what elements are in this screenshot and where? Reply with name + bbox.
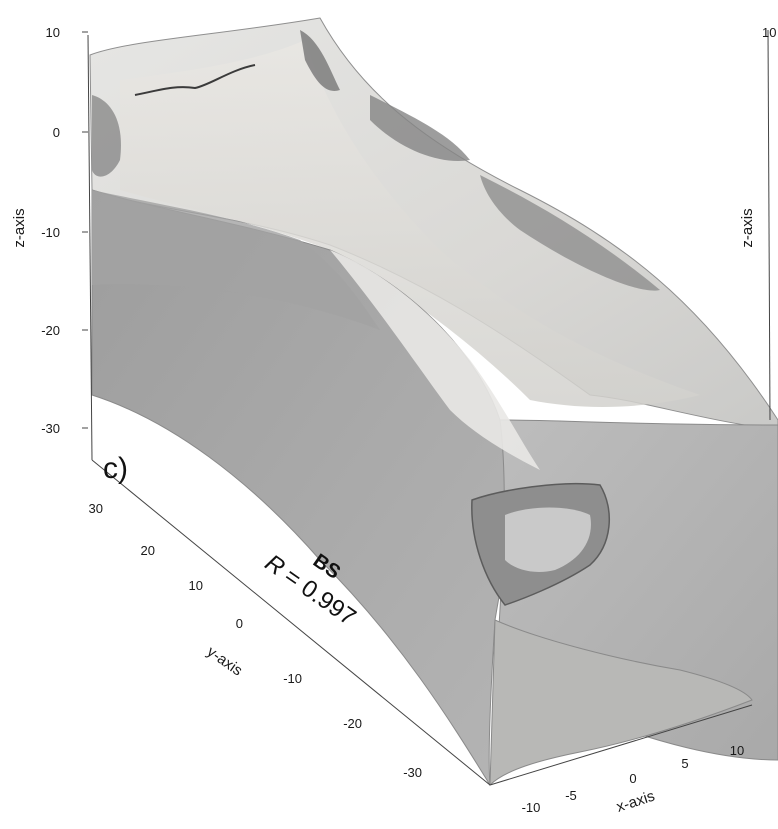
x-tick-label: 10 bbox=[730, 743, 744, 758]
y-axis-line bbox=[91, 459, 491, 786]
y-tick-label: -10 bbox=[283, 671, 302, 686]
surface-dark-patch bbox=[300, 30, 340, 91]
y-tick-label: 20 bbox=[141, 543, 155, 558]
axes bbox=[87, 29, 771, 786]
x-tick-label: 5 bbox=[681, 756, 688, 771]
z-tick-label: -20 bbox=[41, 323, 60, 338]
surface-dark-patch bbox=[480, 175, 660, 291]
neighbor-panel-fragment: 10 z-axis bbox=[739, 25, 776, 248]
x-axis-label: x-axis bbox=[614, 788, 657, 816]
neighbor-z-tick-label: 10 bbox=[762, 25, 776, 40]
y-tick-label: -30 bbox=[403, 765, 422, 780]
y-tick-label: 30 bbox=[89, 501, 103, 516]
surface-light-slit bbox=[330, 250, 540, 470]
surface-cavity-inner bbox=[505, 507, 591, 572]
surface-dark-patch bbox=[92, 95, 121, 177]
surface-body bbox=[89, 17, 778, 787]
surface-dark-patch bbox=[370, 95, 470, 161]
z-axis-ticks: 10 0 -10 -20 -30 z-axis bbox=[11, 25, 88, 436]
y-tick-label: 10 bbox=[189, 578, 203, 593]
y-tick-label: 0 bbox=[236, 616, 243, 631]
z-tick-label: -10 bbox=[41, 225, 60, 240]
neighbor-z-axis-label: z-axis bbox=[739, 208, 756, 247]
surface-bottom-face bbox=[489, 619, 753, 787]
z-axis-neighbor-line bbox=[767, 29, 771, 421]
x-tick-label: -5 bbox=[565, 788, 577, 803]
surface-inner-channel bbox=[120, 40, 700, 407]
z-tick-label: 10 bbox=[46, 25, 60, 40]
surface-crack bbox=[134, 64, 256, 96]
z-axis-line bbox=[87, 34, 93, 461]
z-tick-label: -30 bbox=[41, 421, 60, 436]
x-tick-label: -10 bbox=[522, 800, 541, 815]
y-tick-label: -20 bbox=[343, 716, 362, 731]
x-axis-line bbox=[489, 704, 753, 786]
z-axis-label: z-axis bbox=[11, 208, 28, 247]
y-axis-label: y-axis bbox=[204, 643, 246, 679]
z-tick-label: 0 bbox=[53, 125, 60, 140]
surface-left-shadow bbox=[92, 190, 380, 330]
x-tick-label: 0 bbox=[629, 771, 636, 786]
panel-label: c) bbox=[103, 452, 128, 485]
